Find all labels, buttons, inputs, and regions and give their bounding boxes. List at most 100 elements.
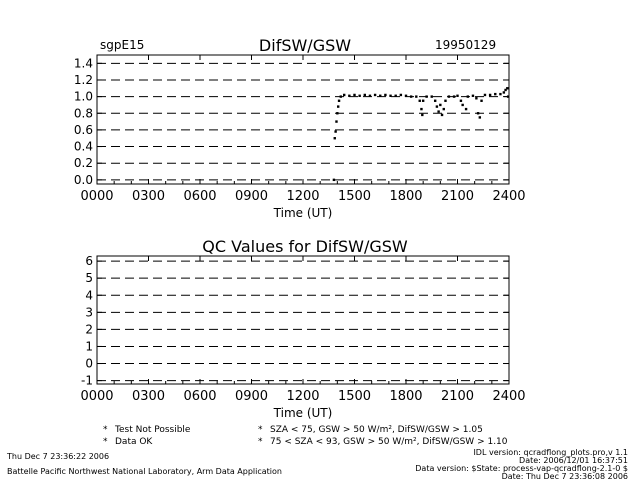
data-point xyxy=(494,92,497,96)
data-point xyxy=(368,94,372,97)
data-point xyxy=(343,93,346,97)
x-tick-label: 2100 xyxy=(441,189,474,204)
chart2-ticks xyxy=(96,256,510,384)
x-tick-label: 0000 xyxy=(80,389,113,404)
x-tick-label: 1500 xyxy=(338,389,371,404)
x-tick-label: 0900 xyxy=(235,389,268,404)
chart2-frame xyxy=(96,255,510,385)
x-tick-label: 2400 xyxy=(492,189,525,204)
data-point xyxy=(415,95,418,98)
x-tick-label: 0300 xyxy=(132,389,165,404)
x-tick-label: 1200 xyxy=(286,189,319,204)
y-tick-label: -1 xyxy=(81,374,93,388)
data-point xyxy=(336,105,340,108)
data-point xyxy=(435,105,439,108)
x-tick-label: 1800 xyxy=(389,389,422,404)
date-label: 19950129 xyxy=(435,38,496,52)
y-tick-label: 0.0 xyxy=(74,173,93,187)
y-tick-label: 5 xyxy=(85,271,93,285)
legend-label: Data OK xyxy=(115,437,153,447)
data-point xyxy=(335,120,338,123)
data-point xyxy=(471,94,475,97)
legend-item-data-ok: * Data OK xyxy=(103,437,153,447)
footer-timestamp: Thu Dec 7 23:36:22 2006 xyxy=(6,452,109,461)
data-point xyxy=(379,94,382,97)
x-tick-label: 0600 xyxy=(183,189,216,204)
footer-idl-date: Date: 2006/12/01 16:37:51 xyxy=(519,456,628,465)
data-point xyxy=(442,107,445,111)
data-point xyxy=(506,95,510,98)
y-tick-label: 3 xyxy=(85,305,93,319)
footer-data-date: Date: Thu Dec 7 23:36:08 2006 xyxy=(502,472,628,480)
chart2-x-tick-labels: 0000 0300 0600 0900 1200 1500 1800 2100 2400 xyxy=(80,389,525,404)
x-tick-label: 2400 xyxy=(492,389,525,404)
data-point xyxy=(333,137,336,140)
chart1-x-tick-labels: 0000 0300 0600 0900 1200 1500 1800 2100 2400 xyxy=(80,189,525,204)
y-tick-label: 4 xyxy=(85,288,93,302)
data-point xyxy=(389,94,392,97)
legend-symbol: * xyxy=(103,437,108,447)
x-tick-label: 0000 xyxy=(80,189,113,204)
chart1-title: DifSW/GSW xyxy=(259,36,351,55)
footer-lab: Battelle Pacific Northwest National Labo… xyxy=(7,467,282,476)
data-point xyxy=(464,107,468,111)
data-point xyxy=(440,113,444,117)
data-point xyxy=(476,112,480,115)
legend-label: Test Not Possible xyxy=(114,425,191,435)
data-point xyxy=(373,93,377,97)
data-point xyxy=(433,99,437,102)
data-point xyxy=(334,130,337,133)
y-tick-label: 0.4 xyxy=(74,140,93,154)
data-point xyxy=(437,110,440,113)
data-point xyxy=(499,92,502,96)
y-tick-label: 0.8 xyxy=(74,106,93,120)
y-tick-label: 0 xyxy=(85,357,93,371)
chart2-title: QC Values for DifSW/GSW xyxy=(202,237,408,256)
data-point xyxy=(478,116,482,119)
chart2-y-tick-labels: -1 0 1 2 3 4 5 6 xyxy=(81,254,93,387)
data-point xyxy=(404,94,408,97)
chart1-frame xyxy=(96,54,510,185)
legend: * Test Not Possible * Data OK * SZA < 75… xyxy=(103,425,508,447)
chart1-plot: 0000 0300 0600 0900 1200 1500 1800 2100 2400 0.0… xyxy=(74,54,526,204)
data-point xyxy=(480,99,483,102)
data-point xyxy=(337,99,341,102)
data-point xyxy=(425,95,428,98)
data-point xyxy=(447,95,451,98)
data-point xyxy=(363,93,366,97)
legend-label: SZA < 75, GSW > 50 W/m², DifSW/GSW > 1.0… xyxy=(270,425,483,435)
data-point xyxy=(502,91,506,94)
data-point xyxy=(456,94,459,97)
y-tick-label: 6 xyxy=(85,254,93,268)
footer-data-version: Data version: $State: process-vap-qcradf… xyxy=(415,464,628,473)
data-point xyxy=(466,95,469,98)
data-point xyxy=(488,93,492,97)
chart1-y-tick-labels: 0.0 0.2 0.4 0.6 0.8 1.0 1.2 1.4 xyxy=(74,56,93,187)
data-point xyxy=(384,93,387,97)
data-point xyxy=(358,94,361,97)
chart1-gridlines xyxy=(97,62,509,181)
legend-symbol: * xyxy=(258,425,263,435)
x-tick-label: 0600 xyxy=(183,389,216,404)
x-tick-label: 0300 xyxy=(132,189,165,204)
legend-symbol: * xyxy=(258,437,263,447)
chart2-x-axis-label: Time (UT) xyxy=(273,406,333,420)
data-point xyxy=(461,103,464,107)
data-point xyxy=(353,93,356,97)
y-tick-label: 0.2 xyxy=(74,156,93,170)
chart2-gridlines xyxy=(97,260,509,382)
y-tick-label: 1 xyxy=(85,339,93,353)
y-tick-label: 1.4 xyxy=(74,56,93,70)
data-point xyxy=(421,99,425,102)
y-tick-label: 1.2 xyxy=(74,73,93,87)
data-point xyxy=(418,99,421,102)
data-point xyxy=(332,178,336,182)
chart1-ticks xyxy=(96,55,510,184)
chart2-plot: 0000 0300 0600 0900 1200 1500 1800 2100 2400 -10… xyxy=(80,254,525,404)
data-point xyxy=(421,113,424,117)
legend-item-sza-75-93: * 75 < SZA < 93, GSW > 50 W/m², DifSW/GS… xyxy=(258,437,508,447)
y-tick-label: 2 xyxy=(85,322,93,336)
legend-symbol: * xyxy=(103,425,108,435)
data-point xyxy=(444,99,447,102)
legend-item-sza-75: * SZA < 75, GSW > 50 W/m², DifSW/GSW > 1… xyxy=(258,425,483,435)
